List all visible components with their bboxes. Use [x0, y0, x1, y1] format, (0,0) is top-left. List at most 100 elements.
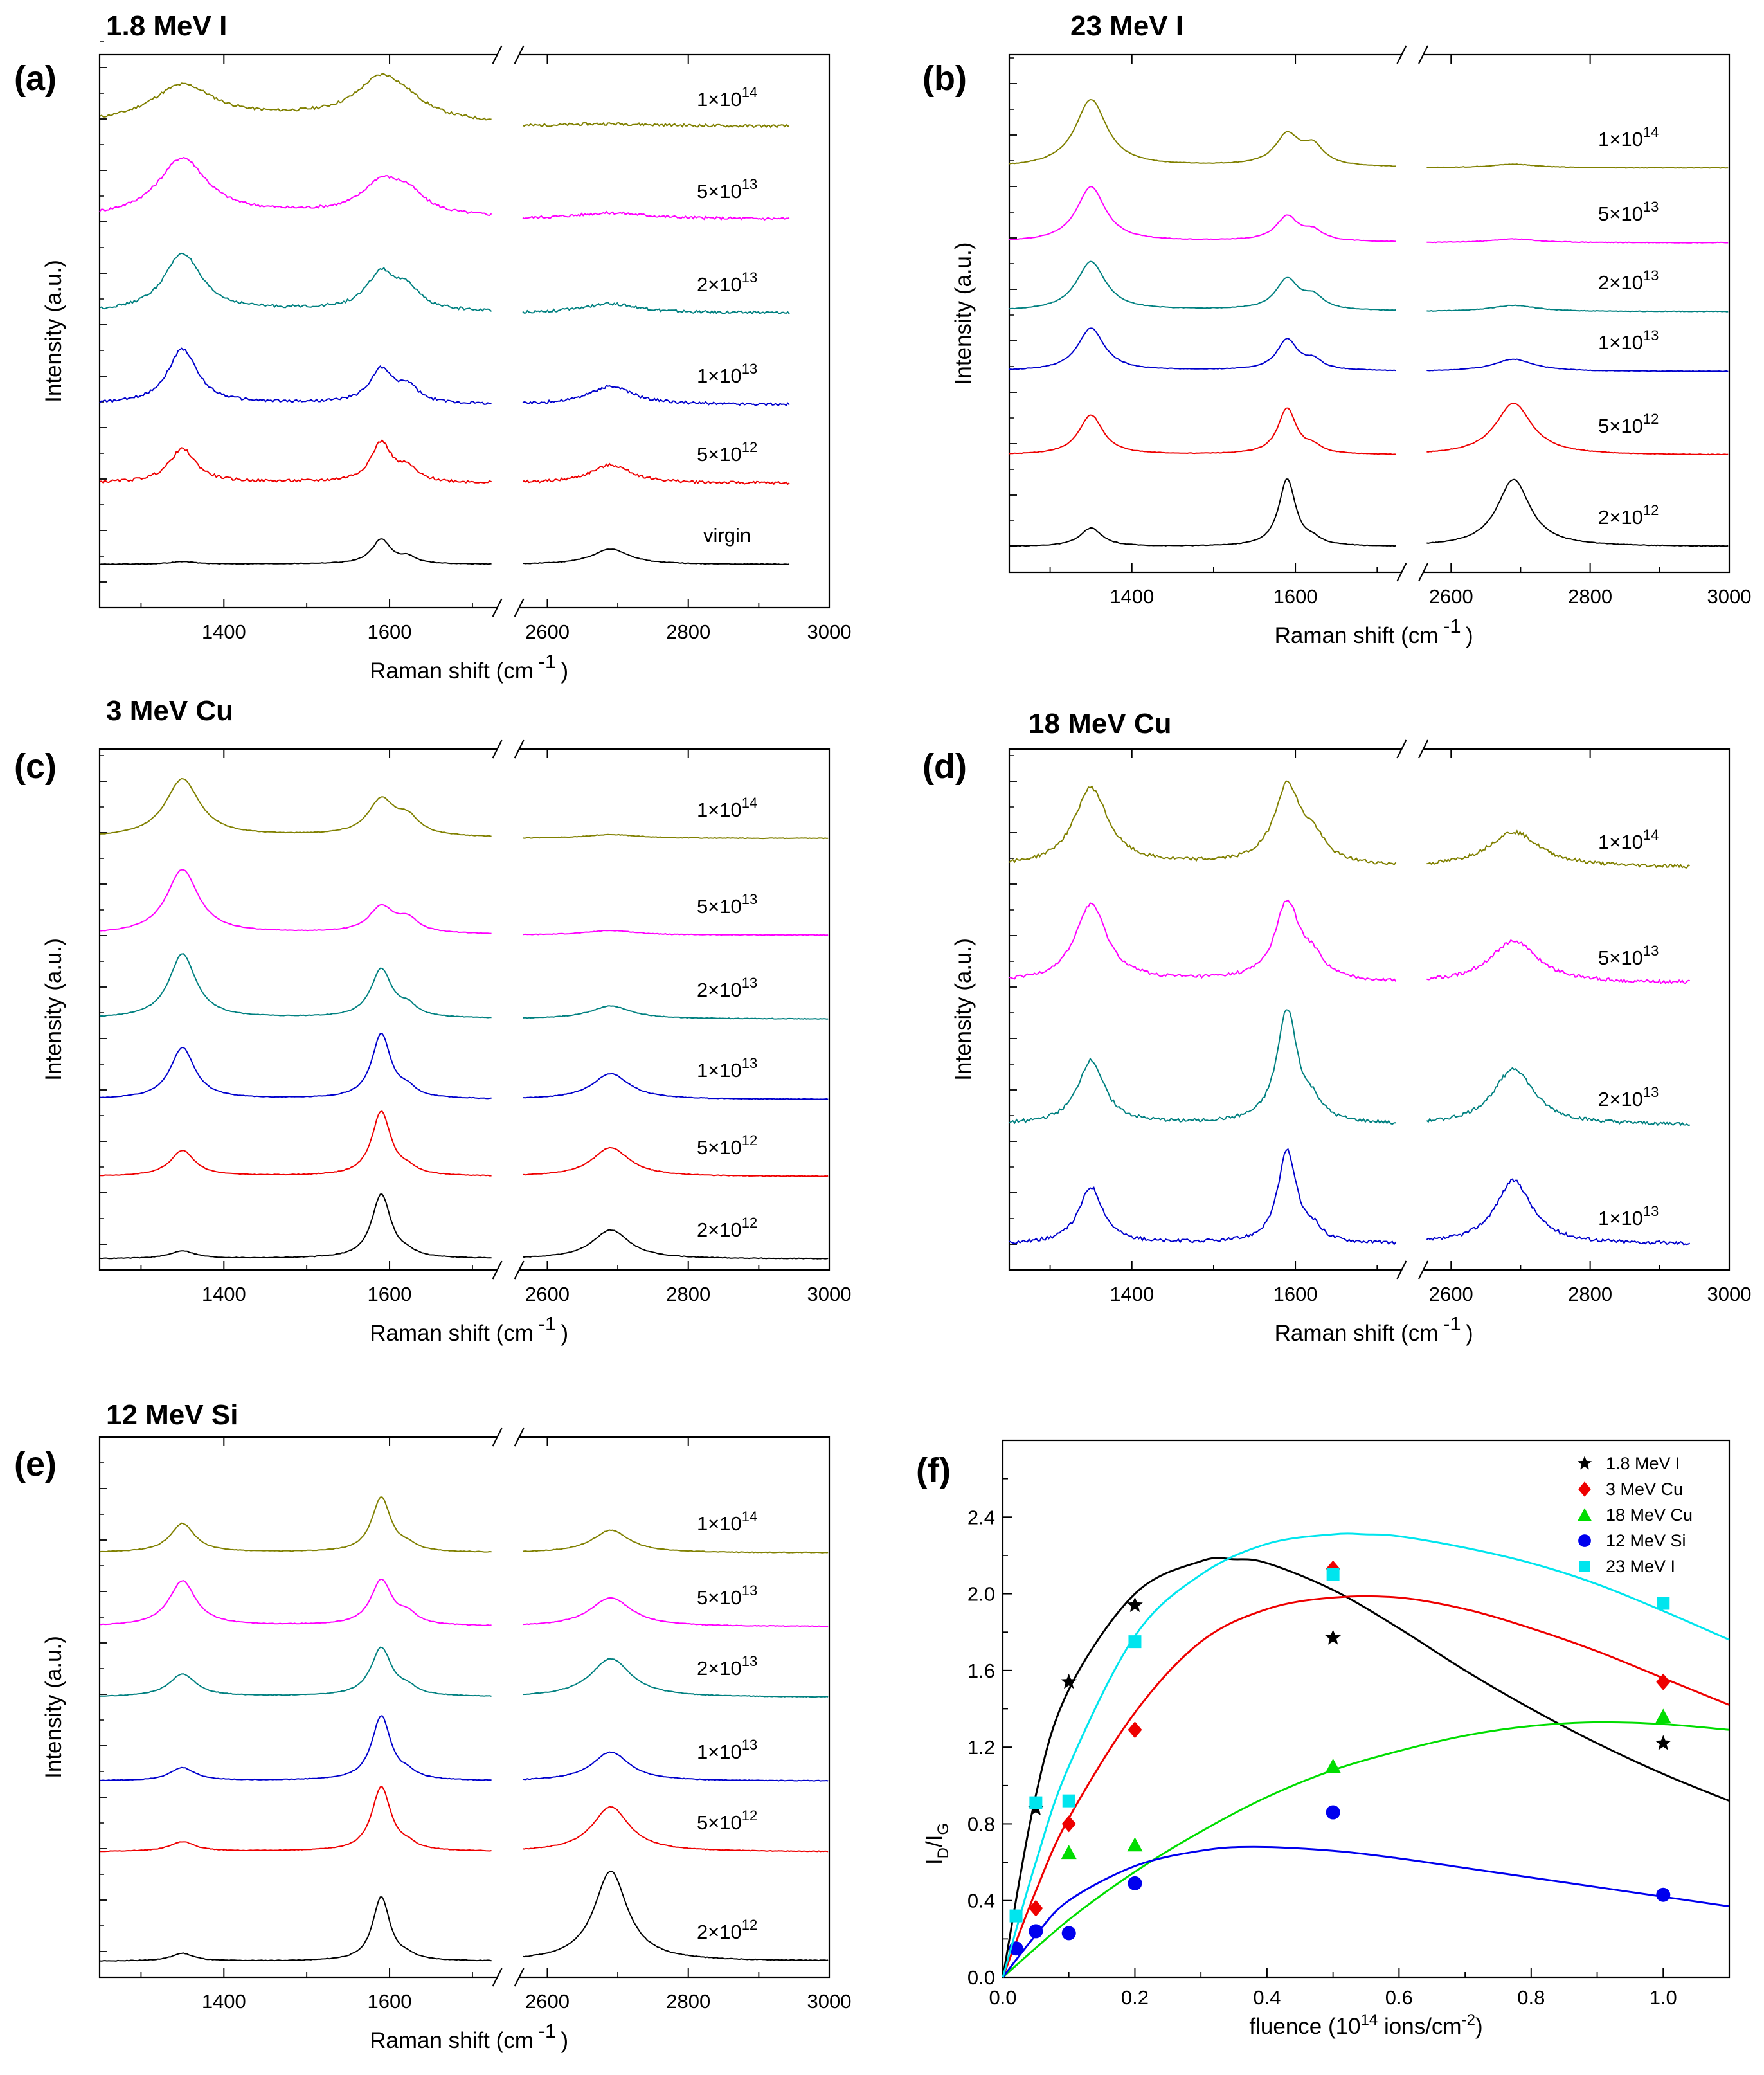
fluence-exponent: 13	[742, 1582, 757, 1599]
panel-title: 23 MeV I	[1070, 10, 1184, 42]
fluence-base: 1×10	[697, 1059, 742, 1082]
fluence-base: 2×10	[1598, 506, 1643, 529]
fluence-exponent: 13	[742, 1737, 757, 1753]
series-18-mev-cu	[1002, 1708, 1730, 1979]
x-tick-label: 2600	[525, 621, 570, 643]
x-tick-label: 1600	[368, 1990, 412, 2013]
spectrum-trace	[1009, 1148, 1691, 1246]
y-tick-label: 1.2	[968, 1736, 995, 1759]
series-12-mev-si	[1002, 1805, 1730, 1978]
y-axis-label: Intensity (a.u.)	[41, 938, 66, 1081]
fluence-exponent: 12	[1643, 411, 1659, 427]
spectrum-trace	[1009, 403, 1729, 456]
fluence-exponent: 13	[1643, 943, 1659, 959]
plot-frame	[98, 53, 831, 609]
fluence-base: 1×10	[697, 365, 742, 387]
data-point	[1062, 1794, 1076, 1808]
fluence-label: 1×1014	[1598, 124, 1659, 150]
plot-frame	[98, 1436, 831, 1979]
x-axis-label: Raman shift (cm	[370, 1321, 534, 1346]
plot-frame	[98, 748, 831, 1271]
spectrum-trace	[99, 1714, 829, 1782]
break-mark	[492, 45, 503, 64]
fluence-label: 5×1012	[697, 1808, 757, 1834]
x-tick-label: 0.8	[1517, 1986, 1545, 2009]
x-tick-label: 2600	[525, 1990, 570, 2013]
fluence-label: 2×1012	[697, 1917, 757, 1943]
spectrum-trace	[99, 1871, 829, 1962]
x-axis-label: Raman shift (cm	[370, 658, 534, 684]
legend-label: 12 MeV Si	[1606, 1531, 1686, 1550]
x-axis-label: Raman shift (cm	[1275, 623, 1439, 648]
y-axis-label: Intensity (a.u.)	[41, 1636, 66, 1779]
y-axis-label-part: /I	[922, 1835, 947, 1847]
spectrum-trace	[1009, 899, 1690, 985]
data-point	[1128, 1721, 1142, 1739]
spectrum-trace	[1009, 186, 1729, 244]
x-tick-label: 0.6	[1385, 1986, 1413, 2009]
fluence-base: 2×10	[1598, 271, 1643, 294]
axis-break-bottom	[1401, 1267, 1423, 1273]
spectrum-trace	[99, 953, 829, 1020]
x-tick-label: 2800	[666, 621, 710, 643]
x-tick-label: 1400	[202, 1990, 246, 2013]
fluence-exponent: 13	[1643, 267, 1659, 284]
legend-label: 1.8 MeV I	[1606, 1454, 1680, 1473]
x-axis-label-exp: -1	[1443, 615, 1461, 637]
fit-curve	[1002, 1595, 1730, 1978]
fluence-label: 5×1013	[1598, 199, 1659, 225]
fluence-label: 1×1013	[697, 361, 757, 387]
x-tick-label: 1600	[368, 1283, 412, 1305]
fluence-base: 1×10	[697, 88, 742, 111]
spectrum-trace	[99, 1646, 829, 1698]
fluence-label: 2×1013	[697, 975, 757, 1001]
fluence-base: 1×10	[1598, 128, 1643, 150]
data-point	[1656, 1887, 1671, 1902]
data-point	[1061, 1673, 1077, 1689]
series-3-mev-cu	[1002, 1560, 1730, 1978]
axis-break-top	[1401, 747, 1423, 752]
fluence-base: 1×10	[1598, 331, 1643, 354]
fluence-label: 1×1014	[1598, 827, 1659, 853]
x-tick-label: 1400	[1110, 585, 1154, 608]
legend-marker	[1577, 1456, 1592, 1470]
panel-title: 1.8 MeV I	[106, 10, 227, 42]
fluence-label: 5×1013	[697, 891, 757, 918]
legend-marker	[1578, 1481, 1591, 1497]
data-point	[1029, 1899, 1043, 1917]
break-mark	[514, 1427, 525, 1447]
fluence-base: 5×10	[697, 443, 742, 466]
fluence-exponent: 12	[742, 1808, 757, 1824]
axis-break-bottom	[497, 605, 519, 610]
x-axis-label: Raman shift (cm	[1275, 1321, 1439, 1346]
spectrum-trace	[99, 252, 790, 315]
x-axis-label: fluence (1014 ions/cm-2)	[1249, 2011, 1482, 2039]
fluence-label: 2×1013	[1598, 267, 1659, 294]
x-axis-label-close: )	[1466, 623, 1473, 648]
fluence-base: 2×10	[697, 1921, 742, 1943]
data-point	[1655, 1735, 1671, 1750]
fluence-label: 5×1013	[1598, 943, 1659, 969]
panel-label: (b)	[923, 59, 967, 98]
panel-c: 1400 1600 2600 2800 3000 Raman shift (cm -1) In…	[14, 695, 851, 1346]
x-axis-label-part: 14	[1361, 2011, 1378, 2029]
break-mark	[1396, 1260, 1407, 1280]
x-tick-label: 2600	[1429, 1283, 1473, 1305]
data-point	[1326, 1568, 1340, 1581]
x-tick-label: 1400	[202, 1283, 246, 1305]
fluence-label: 2×1013	[697, 269, 757, 296]
fluence-label: 5×1012	[697, 439, 757, 466]
y-tick-label: 0.8	[968, 1813, 995, 1835]
fluence-label: 1×1013	[1598, 327, 1659, 354]
fluence-exponent: 14	[1643, 124, 1659, 140]
spectrum-trace	[99, 1110, 829, 1177]
data-point	[1061, 1845, 1077, 1860]
x-axis-label-part: ions/cm	[1378, 2014, 1461, 2039]
break-mark	[514, 739, 525, 759]
fluence-base: 5×10	[697, 895, 742, 918]
spectrum-trace	[99, 73, 790, 129]
x-tick-label: 2600	[1429, 585, 1473, 608]
x-tick-label: 2600	[525, 1283, 570, 1305]
spectrum-trace	[100, 1579, 829, 1627]
